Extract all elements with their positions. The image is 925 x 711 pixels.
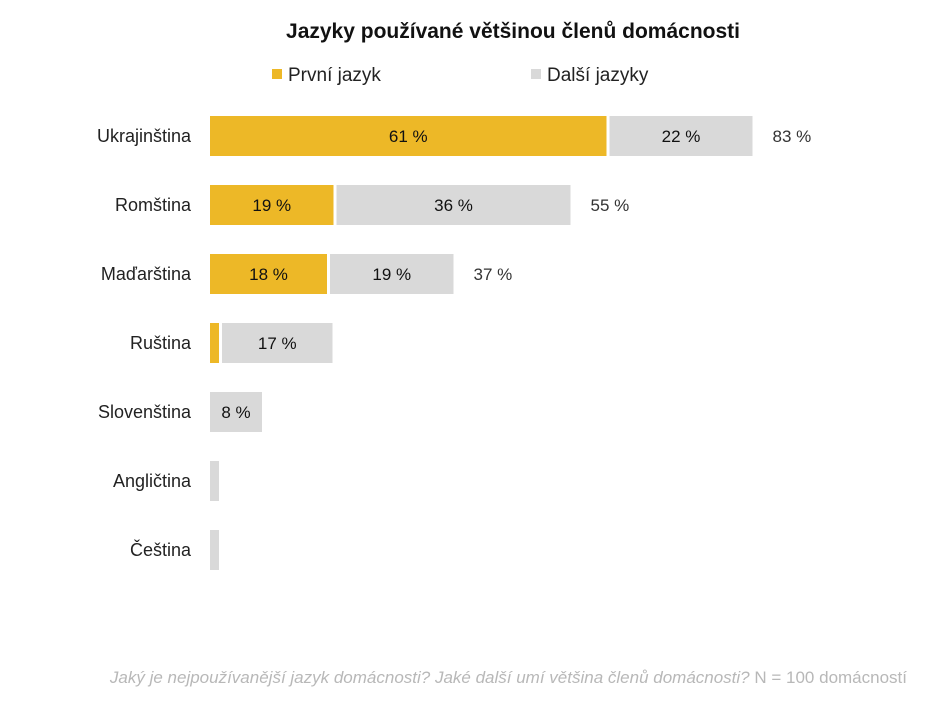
bar-value-label: 8 % (221, 403, 250, 422)
bar-value-label: 19 % (252, 196, 291, 215)
bar-value-label: 17 % (258, 334, 297, 353)
bar-value-label: 61 % (389, 127, 428, 146)
bar-first-language (210, 254, 327, 294)
bar-other-languages (330, 254, 454, 294)
footnote: Jaký je nejpoužívanější jazyk domácnosti… (110, 668, 907, 688)
bar-other-languages (222, 323, 333, 363)
bar-value-label: 36 % (434, 196, 473, 215)
footnote-sample: N = 100 domácností (754, 668, 907, 687)
footnote-question: Jaký je nejpoužívanější jazyk domácnosti… (109, 668, 750, 687)
bar-first-language (210, 185, 334, 225)
bar-value-label: 18 % (249, 265, 288, 284)
chart-title: Jazyky používané většinou členů domácnos… (286, 20, 740, 43)
bars-group: Ukrajinština 61 % 22 % 83 % Romština 19 % 36 %… (97, 116, 811, 570)
bar-other-languages (336, 185, 571, 225)
category-label: Ruština (130, 333, 192, 353)
bar-other-languages (210, 530, 219, 570)
category-label: Angličtina (113, 471, 192, 491)
bar-other-languages (609, 116, 753, 156)
legend-label-first-language: První jazyk (288, 65, 381, 86)
legend-swatch-other-languages (531, 69, 541, 79)
bar-total-label: 55 % (591, 196, 630, 215)
category-label: Maďarština (101, 264, 192, 284)
bar-value-label: 19 % (372, 265, 411, 284)
bar-value-label: 22 % (662, 127, 701, 146)
category-label: Slovenština (98, 402, 192, 422)
bar-total-label: 83 % (773, 127, 812, 146)
category-label: Čeština (130, 539, 192, 560)
bar-total-label: 37 % (474, 265, 513, 284)
bar-other-languages (210, 392, 262, 432)
bar-first-language (210, 323, 219, 363)
legend: První jazyk Další jazyky (272, 65, 649, 86)
category-label: Romština (115, 195, 192, 215)
legend-label-other-languages: Další jazyky (547, 65, 649, 86)
category-label: Ukrajinština (97, 126, 192, 146)
bar-first-language (210, 116, 607, 156)
bar-other-languages (210, 461, 219, 501)
legend-swatch-first-language (272, 69, 282, 79)
